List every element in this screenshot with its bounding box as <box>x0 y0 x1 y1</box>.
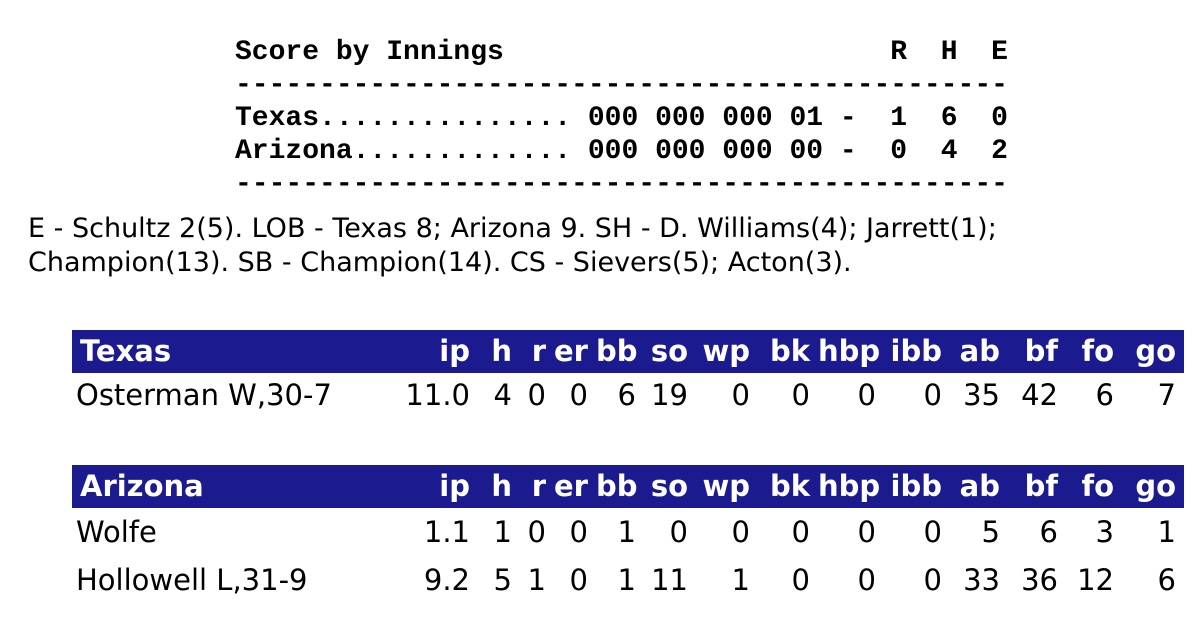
score-divider-bottom: ----------------------------------------… <box>235 169 1008 200</box>
col-header-wp: wp <box>696 465 758 508</box>
game-notes-line-2: Champion(13). SB - Champion(14). CS - Si… <box>28 247 852 278</box>
col-header-bf: bf <box>1008 330 1066 373</box>
col-header-so: so <box>644 330 696 373</box>
score-header-line: Score by Innings R H E <box>235 37 1008 68</box>
score-divider-top: ----------------------------------------… <box>235 70 1008 101</box>
table-row: Wolfe 1.1 1 0 0 1 0 0 0 0 0 5 6 3 1 <box>72 508 1184 556</box>
stat-ab: 35 <box>963 378 1000 412</box>
col-header-h: h <box>478 330 520 373</box>
stat-wp: 1 <box>731 563 750 597</box>
stat-ibb: 0 <box>923 563 942 597</box>
stat-so: 11 <box>651 563 688 597</box>
stat-hbp: 0 <box>857 378 876 412</box>
stat-wp: 0 <box>731 515 750 549</box>
score-line-texas: Texas............... 000 000 000 01 - 1 … <box>235 103 1008 134</box>
pitching-table-arizona: Arizona ip h r er bb so wp bk hbp ibb ab… <box>72 465 1184 604</box>
col-header-bb: bb <box>596 330 644 373</box>
stat-bb: 1 <box>617 563 636 597</box>
stat-go: 7 <box>1157 378 1176 412</box>
stat-ibb: 0 <box>923 515 942 549</box>
pitcher-name: Hollowell L,31-9 <box>76 563 308 597</box>
table-row: Osterman W,30-7 11.0 4 0 0 6 19 0 0 0 0 … <box>72 373 1184 417</box>
col-header-go: go <box>1122 330 1184 373</box>
stat-so: 0 <box>669 515 688 549</box>
game-notes: E - Schultz 2(5). LOB - Texas 8; Arizona… <box>28 212 997 280</box>
col-header-bf: bf <box>1008 465 1066 508</box>
stat-so: 19 <box>651 378 688 412</box>
game-notes-line-1: E - Schultz 2(5). LOB - Texas 8; Arizona… <box>28 213 997 244</box>
score-by-innings-block: Score by Innings R H E -----------------… <box>235 36 1008 201</box>
col-header-r: r <box>520 465 554 508</box>
stat-ab: 5 <box>981 515 1000 549</box>
stat-wp: 0 <box>731 378 750 412</box>
stat-er: 0 <box>569 378 588 412</box>
stat-bf: 36 <box>1021 563 1058 597</box>
stat-fo: 12 <box>1077 563 1114 597</box>
stat-er: 0 <box>569 515 588 549</box>
stat-bk: 0 <box>791 378 810 412</box>
stat-ip: 9.2 <box>423 563 470 597</box>
col-header-ip: ip <box>402 465 478 508</box>
stat-ip: 1.1 <box>423 515 470 549</box>
stat-ip: 11.0 <box>405 378 470 412</box>
stat-r: 0 <box>527 515 546 549</box>
pitching-table-texas: Texas ip h r er bb so wp bk hbp ibb ab b… <box>72 330 1184 417</box>
col-header-ab: ab <box>950 330 1008 373</box>
stat-h: 5 <box>493 563 512 597</box>
stat-h: 4 <box>493 378 512 412</box>
stat-bb: 1 <box>617 515 636 549</box>
col-header-fo: fo <box>1066 465 1122 508</box>
pitcher-name: Osterman W,30-7 <box>76 378 332 412</box>
stat-ibb: 0 <box>923 378 942 412</box>
score-line-arizona: Arizona............. 000 000 000 00 - 0 … <box>235 136 1008 167</box>
stat-go: 6 <box>1157 563 1176 597</box>
stat-er: 0 <box>569 563 588 597</box>
stat-go: 1 <box>1157 515 1176 549</box>
col-header-ibb: ibb <box>884 330 950 373</box>
col-header-bk: bk <box>758 330 818 373</box>
col-header-so: so <box>644 465 696 508</box>
col-header-fo: fo <box>1066 330 1122 373</box>
texas-team-header: Texas <box>72 330 402 373</box>
col-header-ab: ab <box>950 465 1008 508</box>
col-header-wp: wp <box>696 330 758 373</box>
col-header-hbp: hbp <box>818 330 884 373</box>
stat-bf: 6 <box>1039 515 1058 549</box>
table-row: Hollowell L,31-9 9.2 5 1 0 1 11 1 0 0 0 … <box>72 556 1184 604</box>
col-header-go: go <box>1122 465 1184 508</box>
stat-h: 1 <box>493 515 512 549</box>
stat-bb: 6 <box>617 378 636 412</box>
stat-r: 0 <box>527 378 546 412</box>
col-header-er: er <box>554 465 596 508</box>
col-header-er: er <box>554 330 596 373</box>
col-header-r: r <box>520 330 554 373</box>
arizona-team-header: Arizona <box>72 465 402 508</box>
stat-hbp: 0 <box>857 515 876 549</box>
stat-r: 1 <box>527 563 546 597</box>
stat-fo: 3 <box>1095 515 1114 549</box>
pitcher-name: Wolfe <box>76 515 157 549</box>
stat-bf: 42 <box>1021 378 1058 412</box>
col-header-ip: ip <box>402 330 478 373</box>
col-header-h: h <box>478 465 520 508</box>
col-header-bb: bb <box>596 465 644 508</box>
stat-ab: 33 <box>963 563 1000 597</box>
stat-bk: 0 <box>791 563 810 597</box>
col-header-bk: bk <box>758 465 818 508</box>
texas-header-row: Texas ip h r er bb so wp bk hbp ibb ab b… <box>72 330 1184 373</box>
stat-bk: 0 <box>791 515 810 549</box>
col-header-ibb: ibb <box>884 465 950 508</box>
col-header-hbp: hbp <box>818 465 884 508</box>
stat-hbp: 0 <box>857 563 876 597</box>
stat-fo: 6 <box>1095 378 1114 412</box>
arizona-header-row: Arizona ip h r er bb so wp bk hbp ibb ab… <box>72 465 1184 508</box>
